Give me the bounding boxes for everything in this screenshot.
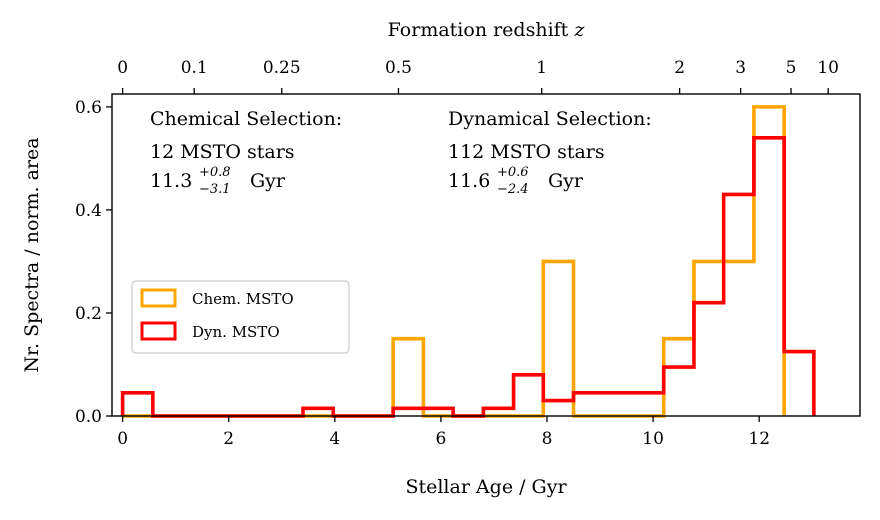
top-tick-label: 3: [735, 58, 746, 78]
y-tick-label: 0.0: [75, 407, 102, 427]
chemical-selection-annotation: Chemical Selection: 12 MSTO stars 11.3 +…: [150, 108, 342, 197]
legend-swatch-chem: [140, 288, 177, 308]
chemical-age-minus: −3.1: [199, 182, 231, 197]
x-tick-label: 4: [329, 429, 340, 449]
top-tick-label: 0: [117, 58, 128, 78]
top-axis-label-text: Formation redshift: [388, 19, 569, 41]
x-tick-label: 10: [642, 429, 664, 449]
dynamical-age-unit: Gyr: [548, 170, 584, 192]
chemical-age-value: 11.3: [150, 170, 192, 192]
legend: Chem. MSTO Dyn. MSTO: [131, 280, 350, 354]
y-tick-label: 0.4: [75, 201, 102, 221]
legend-box: [131, 280, 350, 354]
dynamical-age-plus: +0.6: [497, 165, 529, 180]
chemical-age-unit: Gyr: [250, 170, 286, 192]
bottom-axis-ticks: 0 2 4 6 8 10 12: [117, 416, 770, 449]
legend-label-dyn: Dyn. MSTO: [192, 323, 280, 341]
dynamical-age-minus: −2.4: [497, 182, 529, 197]
left-axis-ticks: 0.0 0.2 0.4 0.6: [75, 98, 112, 427]
dynamical-selection-annotation: Dynamical Selection: 112 MSTO stars 11.6…: [448, 108, 652, 197]
top-axis-label: Formation redshift z: [388, 19, 586, 41]
top-tick-label: 0.25: [263, 58, 301, 78]
top-tick-label: 5: [786, 58, 797, 78]
top-tick-label: 10: [817, 58, 839, 78]
dynamical-title: Dynamical Selection:: [448, 108, 652, 130]
y-axis-label: Nr. Spectra / norm. area: [21, 137, 43, 372]
y-tick-label: 0.6: [75, 98, 102, 118]
x-axis-label: Stellar Age / Gyr: [405, 476, 567, 498]
chemical-title: Chemical Selection:: [150, 108, 342, 130]
dynamical-age-value: 11.6: [448, 170, 490, 192]
x-tick-label: 12: [748, 429, 770, 449]
plot-frame: [111, 93, 861, 417]
x-tick-label: 0: [117, 429, 128, 449]
top-tick-label: 2: [674, 58, 685, 78]
top-tick-label: 1: [536, 58, 547, 78]
chemical-age-plus: +0.8: [199, 165, 231, 180]
x-tick-label: 6: [435, 429, 446, 449]
chemical-count: 12 MSTO stars: [150, 141, 295, 163]
dynamical-count: 112 MSTO stars: [448, 141, 605, 163]
legend-label-chem: Chem. MSTO: [192, 290, 294, 308]
top-tick-label: 0.1: [181, 58, 208, 78]
legend-swatch-dyn: [140, 321, 177, 341]
top-axis-label-var: z: [573, 19, 585, 41]
top-axis-ticks: 0 0.1 0.25 0.5 1 2 3 5 10: [117, 58, 839, 94]
x-tick-label: 2: [223, 429, 234, 449]
x-tick-label: 8: [542, 429, 553, 449]
top-tick-label: 0.5: [385, 58, 412, 78]
y-tick-label: 0.2: [75, 304, 102, 324]
